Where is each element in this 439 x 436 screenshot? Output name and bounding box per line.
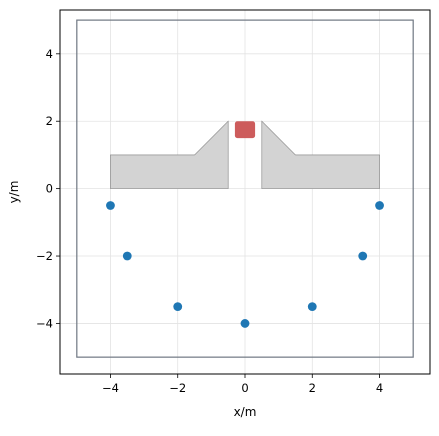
scatter-point [106, 201, 115, 210]
y-tick-label: −2 [36, 249, 53, 263]
target-block [234, 121, 256, 139]
scatter-point [122, 251, 132, 261]
x-tick-label: 0 [241, 381, 248, 395]
x-tick-label: 4 [376, 381, 383, 395]
x-tick-label: 2 [309, 381, 316, 395]
scatter-point [240, 319, 250, 328]
tick-layer: −4 −2 0 2 4 −4 −2 0 2 4 [36, 47, 383, 395]
y-tick-label: 0 [46, 182, 53, 196]
y-axis-label: y/m [7, 181, 21, 204]
point-layer [106, 201, 384, 328]
y-tick-label: 4 [46, 47, 53, 61]
left-wall-obstacle [110, 120, 229, 189]
x-axis-label: x/m [234, 405, 257, 419]
scatter-point [173, 302, 183, 311]
right-wall-obstacle [261, 120, 380, 189]
scatter-point [358, 251, 368, 261]
x-tick-label: −2 [169, 381, 186, 395]
y-tick-label: 2 [46, 114, 53, 128]
x-tick-label: −4 [102, 381, 119, 395]
scatter-point [307, 302, 317, 311]
boundary-rectangle [76, 19, 414, 358]
shape-layer [76, 19, 414, 358]
y-tick-label: −4 [36, 316, 53, 330]
scatter-point [375, 201, 384, 210]
